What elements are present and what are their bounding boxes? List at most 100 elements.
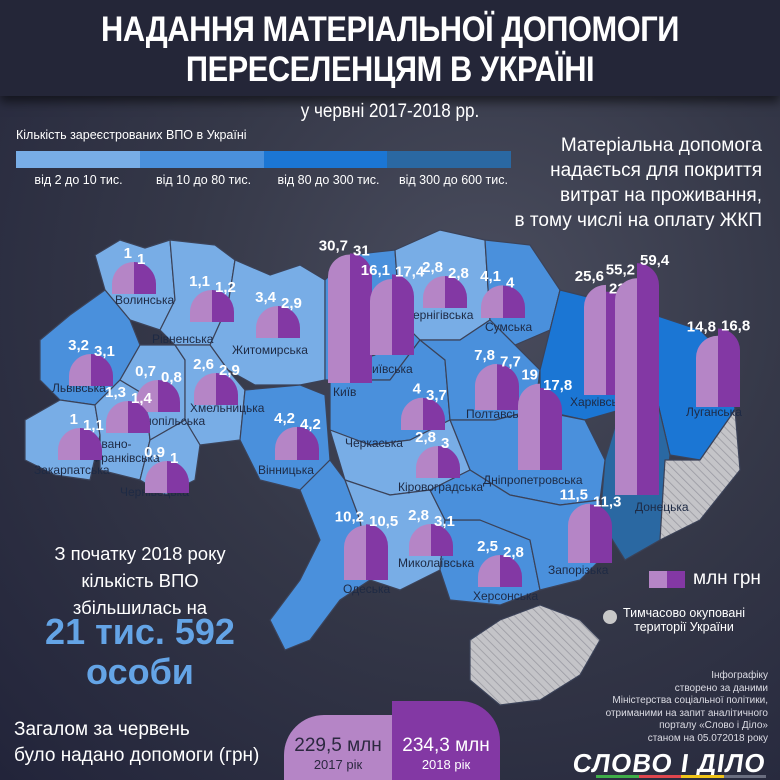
label-mykolaivska: Миколаївська xyxy=(398,556,475,570)
occupied-label: Тимчасово окуповані території України xyxy=(623,606,745,634)
label-poltavska: Полтавська xyxy=(466,407,531,421)
bar-2018 xyxy=(497,364,519,410)
bar-2017 xyxy=(401,397,423,430)
value-label-2018: 11,3 xyxy=(593,493,621,510)
occupied-dot-icon xyxy=(603,610,617,624)
value-label-2018: 10,5 xyxy=(369,513,398,530)
value-label-2018: 0,8 xyxy=(161,369,182,386)
bar-2018 xyxy=(216,373,238,405)
bar-2018 xyxy=(392,274,414,355)
bar-2018 xyxy=(366,524,388,580)
credit-line: порталу «Слово і Діло» xyxy=(659,720,768,731)
number-line: особи xyxy=(86,651,194,692)
value-label-2018: 2,8 xyxy=(503,544,524,561)
value-label-2018: 1,1 xyxy=(83,417,104,434)
title-line-1: НАДАННЯ МАТЕРІАЛЬНОЇ ДОПОМОГИ xyxy=(101,10,679,49)
unit-legend: млн грн xyxy=(649,568,761,590)
bar-2017 xyxy=(344,525,366,580)
idp-increase-number: 21 тис. 592 особи xyxy=(20,612,260,692)
value-label-2017: 2,8 xyxy=(415,429,436,446)
label-dnipropetrovska: Дніпропетровська xyxy=(483,473,583,487)
value-label-2018: 4 xyxy=(506,275,515,292)
value-label-2018: 31 xyxy=(353,242,370,259)
region-occupied-donbas xyxy=(659,409,741,541)
label-vinnytska: Вінницька xyxy=(258,463,314,477)
total-2018: 234,3 млн 2018 рік xyxy=(392,701,500,780)
value-label-2018: 1,4 xyxy=(131,390,153,407)
bar-2017 xyxy=(145,461,167,493)
bar-2018 xyxy=(540,387,562,470)
bar-2017 xyxy=(416,446,438,478)
value-label-2018: 2,8 xyxy=(448,265,469,282)
value-label-2017: 25,6 xyxy=(575,268,604,285)
note-line: надається для покриття xyxy=(550,160,762,181)
value-label-2018: 3,1 xyxy=(434,513,455,530)
unit-label: млн грн xyxy=(693,568,761,589)
value-label-2017: 30,7 xyxy=(319,237,348,254)
total-year: 2018 рік xyxy=(421,757,471,772)
page-title: НАДАННЯ МАТЕРІАЛЬНОЇ ДОПОМОГИ ПЕРЕСЕЛЕНЦ… xyxy=(47,0,733,90)
credit-line: станом на 05.072018 року xyxy=(647,732,768,744)
value-label-2017: 0,9 xyxy=(144,444,165,461)
total-amount: 234,3 млн xyxy=(402,735,490,756)
legend-bin-label: від 10 до 80 тис. xyxy=(155,173,252,187)
bar-2018 xyxy=(297,426,319,460)
bar-2017 xyxy=(615,278,637,495)
legend-bin-3 xyxy=(263,151,388,168)
legend-title: Кількість зареєстрованих ВПО в Україні xyxy=(16,128,247,142)
bar-2018 xyxy=(438,446,460,478)
label-khersonska: Херсонська xyxy=(473,589,539,603)
bar-2018 xyxy=(167,461,189,493)
credit-line: отриманими на запит аналітичного xyxy=(605,707,768,719)
label-ivano-frankivska-2: Франківська xyxy=(92,451,160,465)
label-line: було надано допомоги (грн) xyxy=(14,745,260,766)
bar-2018 xyxy=(128,401,150,433)
title-line-2: ПЕРЕСЕЛЕНЦЯМ В УКРАЇНІ xyxy=(185,50,595,89)
logo-stripe xyxy=(596,775,766,778)
value-label-2018: 17,8 xyxy=(543,377,572,394)
label-odeska: Одеська xyxy=(343,582,391,596)
legend-bin-label: від 2 до 10 тис. xyxy=(34,173,123,187)
bar-2017 xyxy=(584,284,606,395)
value-label-2018: 1 xyxy=(137,251,145,268)
value-label-2018: 4,2 xyxy=(300,416,321,433)
bar-2017 xyxy=(328,254,350,383)
value-label-2017: 1 xyxy=(70,411,78,428)
label-sumska: Сумська xyxy=(485,320,533,334)
bar-2018 xyxy=(503,285,525,318)
swatch-2017 xyxy=(649,570,667,588)
credit-line: Інфографіку xyxy=(711,670,768,681)
stripe-grey xyxy=(723,775,766,778)
bar-2018 xyxy=(134,262,156,294)
label-line: Загалом за червень xyxy=(14,719,190,740)
credit-line: створено за даними xyxy=(674,682,768,694)
label-zhytomyrska: Житомирська xyxy=(232,343,308,357)
bar-2017 xyxy=(275,426,297,460)
value-label-2017: 55,2 xyxy=(606,261,635,278)
legend-bin-4 xyxy=(387,151,511,168)
label-luhanska: Луганська xyxy=(686,405,742,419)
label-rivnenska: Рівненська xyxy=(152,332,214,346)
number-line: 21 тис. 592 xyxy=(45,611,235,652)
bar-2017 xyxy=(106,401,128,433)
label-zakarpatska: Закарпатська xyxy=(34,463,110,477)
stripe-green xyxy=(596,775,639,778)
note-line: З початку 2018 року xyxy=(54,543,226,564)
bar-2017 xyxy=(112,262,134,294)
bar-2018 xyxy=(350,253,372,383)
header: НАДАННЯ МАТЕРІАЛЬНОЇ ДОПОМОГИ ПЕРЕСЕЛЕНЦ… xyxy=(0,0,780,96)
bar-2017 xyxy=(256,306,278,338)
value-label-2017: 11,5 xyxy=(560,487,588,504)
occupied-legend: Тимчасово окуповані території України xyxy=(603,606,745,634)
label-ivano-frankivska-1: Івано- xyxy=(98,437,132,451)
value-label-2017: 2,6 xyxy=(193,356,214,373)
value-label-2017: 19 xyxy=(521,367,538,384)
value-label-2018: 2,9 xyxy=(281,295,302,312)
idp-increase-note: З початку 2018 року кількість ВПО збільш… xyxy=(20,540,260,621)
note-line: кількість ВПО xyxy=(81,570,199,591)
bar-2017 xyxy=(136,380,158,412)
bar-2018 xyxy=(278,306,300,338)
region-crimea xyxy=(469,604,601,706)
